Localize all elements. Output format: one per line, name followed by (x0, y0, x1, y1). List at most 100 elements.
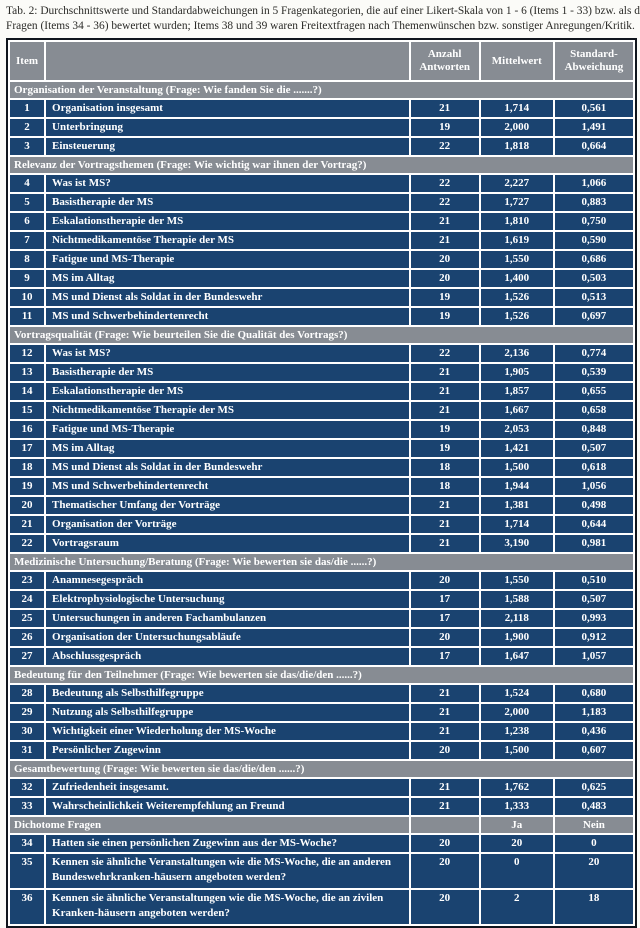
mittelwert-cell: 1,714 (480, 516, 553, 533)
anzahl-cell: 17 (410, 610, 479, 627)
item-label-cell: Fatigue und MS-Therapie (46, 251, 409, 268)
item-label-cell: Was ist MS? (46, 345, 409, 362)
mittelwert-cell: 1,500 (480, 459, 553, 476)
anzahl-cell: 22 (410, 138, 479, 155)
item-number-cell: 35 (10, 854, 45, 888)
standard-abweichung-cell: 0,981 (554, 535, 633, 552)
standard-abweichung-cell: 0,655 (554, 383, 633, 400)
mittelwert-cell: 1,905 (480, 364, 553, 381)
item-number-cell: 8 (10, 251, 45, 268)
anzahl-cell: 18 (410, 459, 479, 476)
mittelwert-cell: 1,818 (480, 138, 553, 155)
standard-abweichung-cell: 0,436 (554, 723, 633, 740)
standard-abweichung-cell: 0,883 (554, 194, 633, 211)
item-label-cell: Bedeutung als Selbsthilfegruppe (46, 685, 409, 702)
item-number-cell: 12 (10, 345, 45, 362)
item-label-cell: MS im Alltag (46, 440, 409, 457)
standard-abweichung-cell: 0,539 (554, 364, 633, 381)
item-number-cell: 6 (10, 213, 45, 230)
ja-column-header: Ja (480, 817, 553, 833)
standard-abweichung-cell: 0,507 (554, 440, 633, 457)
item-label-cell: MS im Alltag (46, 270, 409, 287)
anzahl-cell: 21 (410, 497, 479, 514)
results-table: Item Anzahl Antworten Mittelwert Standar… (6, 38, 637, 928)
anzahl-cell: 21 (410, 723, 479, 740)
item-number-cell: 19 (10, 478, 45, 495)
standard-abweichung-cell: 0,618 (554, 459, 633, 476)
item-number-cell: 25 (10, 610, 45, 627)
mittelwert-cell: 1,762 (480, 779, 553, 796)
mittelwert-cell: 2,227 (480, 175, 553, 192)
table-row: 30 Wichtigkeit einer Wiederholung der MS-… (10, 723, 633, 740)
item-label-cell: Untersuchungen in anderen Fachambulanzen (46, 610, 409, 627)
ja-cell: 20 (480, 835, 553, 852)
table-row: 2 Unterbringung 19 2,000 1,491 (10, 119, 633, 136)
anzahl-cell: 19 (410, 421, 479, 438)
anzahl-cell: 22 (410, 345, 479, 362)
table-row: 21 Organisation der Vorträge 21 1,714 0,644 (10, 516, 633, 533)
anzahl-cell: 21 (410, 516, 479, 533)
anzahl-cell: 21 (410, 798, 479, 815)
table-row: 12 Was ist MS? 22 2,136 0,774 (10, 345, 633, 362)
anzahl-cell: 19 (410, 308, 479, 325)
standard-abweichung-cell: 0,664 (554, 138, 633, 155)
item-label-cell: Was ist MS? (46, 175, 409, 192)
col-header-standard-abweichung: Standard- Abweichung (554, 42, 633, 80)
item-label-cell: Basistherapie der MS (46, 364, 409, 381)
table-caption: Tab. 2: Durchschnittswerte und Standarda… (6, 4, 640, 34)
table-row: 28 Bedeutung als Selbsthilfegruppe 21 1,524… (10, 685, 633, 702)
item-label-cell: Wahrscheinlichkeit Weiterempfehlung an F… (46, 798, 409, 815)
table-row: 3 Einsteuerung 22 1,818 0,664 (10, 138, 633, 155)
standard-abweichung-cell: 0,750 (554, 213, 633, 230)
item-label-cell: Unterbringung (46, 119, 409, 136)
item-number-cell: 36 (10, 890, 45, 924)
anzahl-cell: 20 (410, 251, 479, 268)
nein-column-header: Nein (554, 817, 633, 833)
mittelwert-cell: 1,421 (480, 440, 553, 457)
item-number-cell: 18 (10, 459, 45, 476)
anzahl-cell: 20 (410, 270, 479, 287)
item-number-cell: 5 (10, 194, 45, 211)
section-header-row: Medizinische Untersuchung/Beratung (Frag… (10, 554, 633, 570)
item-label-cell: Eskalationstherapie der MS (46, 383, 409, 400)
standard-abweichung-cell: 0,503 (554, 270, 633, 287)
anzahl-cell: 19 (410, 289, 479, 306)
table-row: 15 Nichtmedikamentöse Therapie der MS 21 1,… (10, 402, 633, 419)
mittelwert-cell: 1,400 (480, 270, 553, 287)
section-header-row: Vortragsqualität (Frage: Wie beurteilen … (10, 327, 633, 343)
item-label-cell: Kennen sie ähnliche Veranstaltungen wie … (46, 854, 409, 888)
item-label-cell: Nichtmedikamentöse Therapie der MS (46, 232, 409, 249)
standard-abweichung-cell: 1,491 (554, 119, 633, 136)
table-row: 31 Persönlicher Zugewinn 20 1,500 0,607 (10, 742, 633, 759)
item-label-cell: Zufriedenheit insgesamt. (46, 779, 409, 796)
anzahl-cell: 17 (410, 648, 479, 665)
standard-abweichung-cell: 0,507 (554, 591, 633, 608)
table-row: 18 MS und Dienst als Soldat in der Bundes… (10, 459, 633, 476)
table-row: 8 Fatigue und MS-Therapie 20 1,550 0,686 (10, 251, 633, 268)
item-label-cell: Thematischer Umfang der Vorträge (46, 497, 409, 514)
standard-abweichung-cell: 1,057 (554, 648, 633, 665)
anzahl-cell: 22 (410, 194, 479, 211)
mittelwert-cell: 1,857 (480, 383, 553, 400)
ja-cell: 2 (480, 890, 553, 924)
item-label-cell: Organisation der Vorträge (46, 516, 409, 533)
standard-abweichung-cell: 1,056 (554, 478, 633, 495)
standard-abweichung-cell: 0,680 (554, 685, 633, 702)
table-row: 7 Nichtmedikamentöse Therapie der MS 21 1,6… (10, 232, 633, 249)
item-number-cell: 9 (10, 270, 45, 287)
item-label-cell: Eskalationstherapie der MS (46, 213, 409, 230)
anzahl-cell: 21 (410, 232, 479, 249)
item-number-cell: 2 (10, 119, 45, 136)
table-row: 11 MS und Schwerbehindertenrecht 19 1,526 0,… (10, 308, 633, 325)
item-label-cell: Fatigue und MS-Therapie (46, 421, 409, 438)
table-row: 5 Basistherapie der MS 22 1,727 0,883 (10, 194, 633, 211)
standard-abweichung-cell: 0,498 (554, 497, 633, 514)
anzahl-cell: 21 (410, 213, 479, 230)
nein-cell: 18 (554, 890, 633, 924)
anzahl-cell: 20 (410, 742, 479, 759)
table-row: 14 Eskalationstherapie der MS 21 1,857 0,655 (10, 383, 633, 400)
item-label-cell: Wichtigkeit einer Wiederholung der MS-Wo… (46, 723, 409, 740)
table-row: 35 Kennen sie ähnliche Veranstaltungen wi… (10, 854, 633, 888)
table-row: 17 MS im Alltag 19 1,421 0,507 (10, 440, 633, 457)
